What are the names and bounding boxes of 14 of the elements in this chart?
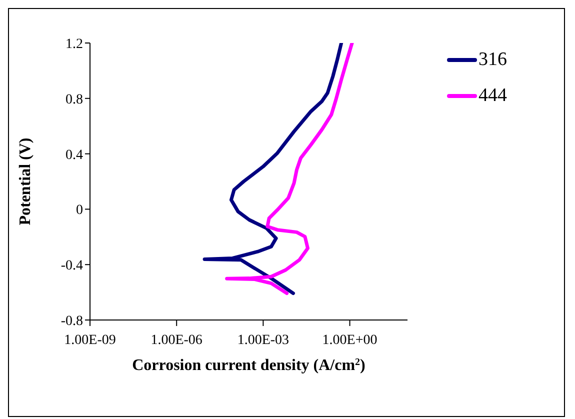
- y-tick-label: -0.4: [60, 258, 83, 274]
- legend-label: 316: [478, 49, 507, 71]
- x-tick-label: 1.00E+00: [322, 332, 378, 348]
- y-tick-label: -0.8: [60, 314, 83, 329]
- y-axis-title: Potential (V): [17, 138, 34, 226]
- x-tick-label: 1.00E-03: [237, 332, 290, 348]
- y-tick-label: 1.2: [66, 36, 83, 52]
- x-axis-title: Corrosion current density (A/cm$^{2}$): [132, 356, 366, 374]
- y-tick-label: 0: [76, 203, 83, 218]
- y-tick-label: 0.8: [66, 92, 83, 108]
- legend-label: 444: [478, 85, 507, 107]
- y-tick-label: 0.4: [66, 148, 83, 163]
- x-tick-label: 1.00E-09: [64, 332, 116, 348]
- x-tick-label: 1.00E-06: [150, 332, 202, 348]
